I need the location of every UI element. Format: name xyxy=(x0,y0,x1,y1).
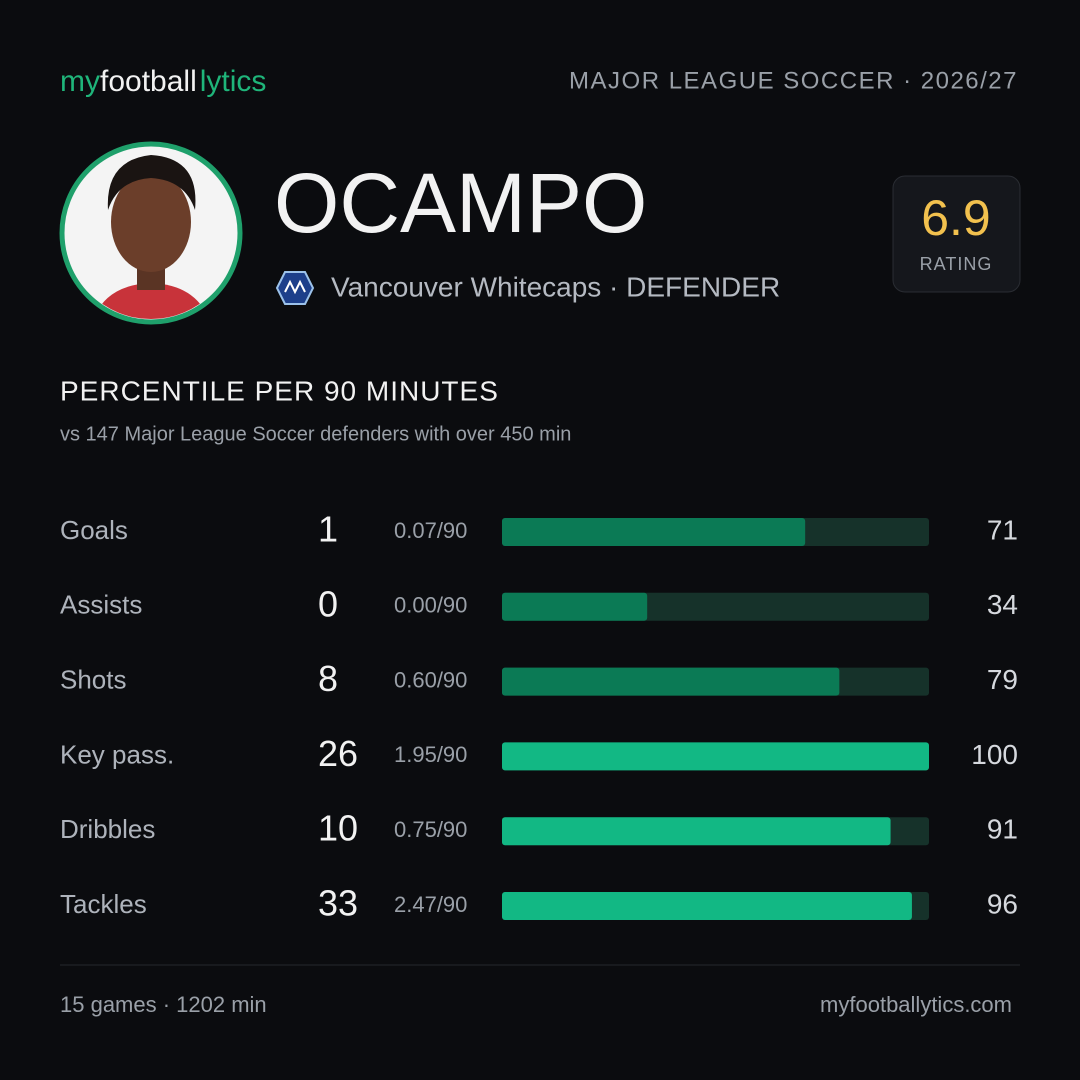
percentile-bar xyxy=(502,892,912,920)
percentile-bar xyxy=(502,817,891,846)
stat-total: 33 xyxy=(318,883,358,924)
face xyxy=(111,172,191,272)
footer-left: 15 games · 1202 min xyxy=(60,992,267,1017)
brand: myfootball lytics xyxy=(60,65,266,98)
brand-part: my xyxy=(60,65,100,98)
stat-total: 1 xyxy=(318,509,338,550)
rating-label: RATING xyxy=(920,254,993,274)
percentile-value: 96 xyxy=(987,888,1018,919)
percentile-bar xyxy=(502,667,840,696)
percentile-bar xyxy=(502,742,929,771)
rating-value: 6.9 xyxy=(921,190,991,246)
stat-per90: 0.00/90 xyxy=(394,593,467,618)
stat-total: 26 xyxy=(318,733,358,774)
stat-total: 0 xyxy=(318,583,338,624)
team-badge-mark xyxy=(284,279,306,295)
avatar xyxy=(59,141,243,325)
stat-rows: Goals 1 0.07/90 71 Assists 0 0.00/90 34 Shots 8 0.… xyxy=(60,509,1018,924)
footer-right: myfootballytics.com xyxy=(820,992,1012,1017)
rating-box xyxy=(892,175,1021,293)
team-logo xyxy=(275,271,315,305)
percentile-value: 34 xyxy=(987,589,1018,620)
percentile-value: 71 xyxy=(987,514,1018,545)
stat-total: 8 xyxy=(318,658,338,699)
stat-label: Assists xyxy=(60,590,142,620)
stat-label: Dribbles xyxy=(60,814,155,844)
section-title: PERCENTILE PER 90 MINUTES xyxy=(60,375,499,406)
percentile-bar xyxy=(502,518,806,546)
league: MAJOR LEAGUE SOCCER · 2026/27 xyxy=(569,67,1018,94)
section-subtitle: vs 147 Major League Soccer defenders wit… xyxy=(60,423,571,445)
percentile-bar xyxy=(502,592,648,621)
player-name: OCAMPO xyxy=(274,156,647,250)
stat-per90: 0.75/90 xyxy=(394,817,467,842)
percentile-value: 100 xyxy=(971,739,1018,770)
stat-per90: 1.95/90 xyxy=(394,742,467,767)
percentile-value: 79 xyxy=(987,664,1018,695)
stat-per90: 2.47/90 xyxy=(394,892,467,917)
brand-part: lytics xyxy=(200,65,267,98)
team-badge xyxy=(275,271,315,305)
percentile-value: 91 xyxy=(987,814,1018,845)
stat-per90: 0.60/90 xyxy=(394,667,467,692)
stat-label: Key pass. xyxy=(60,739,174,769)
stat-label: Tackles xyxy=(60,889,147,919)
team-line: Vancouver Whitecaps · DEFENDER xyxy=(331,271,780,302)
stat-per90: 0.07/90 xyxy=(394,518,467,543)
stat-label: Goals xyxy=(60,515,128,545)
brand-part: football xyxy=(100,65,197,98)
hair xyxy=(107,155,196,210)
stat-label: Shots xyxy=(60,664,127,694)
stat-total: 10 xyxy=(318,808,358,849)
